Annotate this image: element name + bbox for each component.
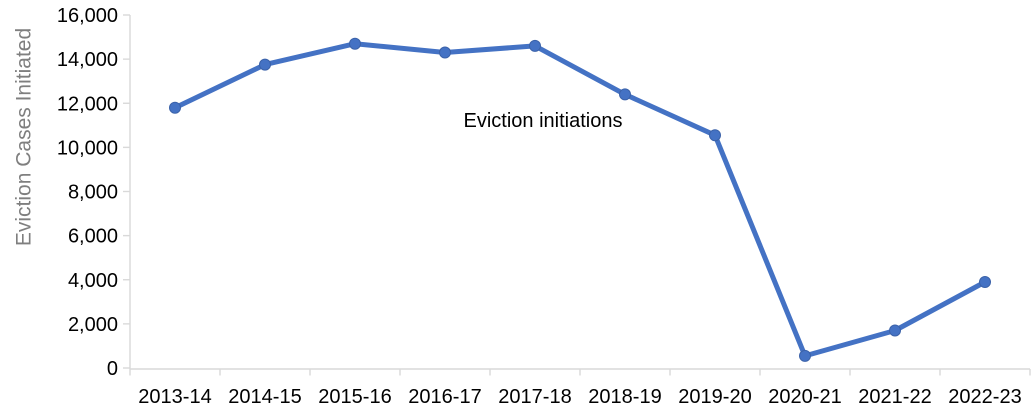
y-tick-label-10000: 10,000 [57, 137, 118, 159]
x-tick-label-2020-21: 2020-21 [768, 386, 841, 408]
series-annotation-label: Eviction initiations [463, 110, 623, 132]
data-point-2013-14 [169, 101, 181, 114]
data-point-2019-20 [709, 129, 721, 142]
x-tick-label-2014-15: 2014-15 [228, 386, 301, 408]
x-tick-label-2017-18: 2017-18 [498, 386, 571, 408]
y-tick-label-2000: 2,000 [68, 314, 118, 336]
x-tick-label-2016-17: 2016-17 [408, 386, 481, 408]
data-point-2015-16 [349, 37, 361, 50]
x-tick-label-2019-20: 2019-20 [678, 386, 751, 408]
y-tick-label-4000: 4,000 [68, 270, 118, 292]
x-tick-label-2018-19: 2018-19 [588, 386, 661, 408]
x-tick-label-group: 2013-14 2014-15 2015-16 2016-17 2017-18 2018-… [138, 386, 1021, 408]
y-tick-label-group: 0 2,000 4,000 6,000 8,000 10,000 12,000 14,000 1… [57, 5, 118, 380]
y-tick-label-6000: 6,000 [68, 226, 118, 248]
x-tick-label-2013-14: 2013-14 [138, 386, 211, 408]
x-tick-label-2022-23: 2022-23 [948, 386, 1021, 408]
y-tick-label-0: 0 [107, 358, 118, 380]
y-tick-label-8000: 8,000 [68, 182, 118, 204]
data-point-2017-18 [529, 39, 541, 52]
x-tick-label-2021-22: 2021-22 [858, 386, 931, 408]
data-point-2021-22 [889, 324, 901, 337]
data-point-2014-15 [259, 58, 271, 71]
data-point-2020-21 [799, 349, 811, 362]
series-group [169, 37, 991, 362]
series-line [172, 41, 988, 359]
data-point-2016-17 [439, 46, 451, 59]
x-tick-group [129, 369, 1031, 376]
x-tick-label-2015-16: 2015-16 [318, 386, 391, 408]
y-tick-label-16000: 16,000 [57, 5, 118, 27]
y-tick-group [123, 14, 130, 369]
y-tick-label-14000: 14,000 [57, 49, 118, 71]
data-point-2018-19 [619, 88, 631, 101]
data-point-2022-23 [979, 276, 991, 288]
y-tick-label-12000: 12,000 [57, 93, 118, 115]
